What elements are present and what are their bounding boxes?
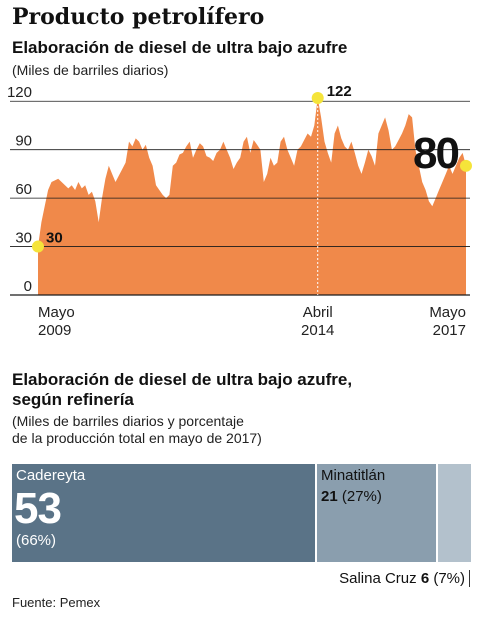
refinery-value: 53 bbox=[14, 484, 62, 533]
x-tick-label: 2014 bbox=[301, 322, 334, 339]
x-tick-label: Mayo bbox=[38, 304, 75, 321]
x-tick-label: 2009 bbox=[38, 322, 71, 339]
data-point-marker bbox=[311, 92, 324, 104]
chart2-title-line1: Elaboración de diesel de ultra bajo azuf… bbox=[12, 370, 353, 389]
y-tick-label: 90 bbox=[15, 133, 32, 150]
refinery-value: 6 bbox=[420, 570, 430, 587]
refinery-segment-cadereyta: Cadereyta 53 (66%) bbox=[12, 464, 315, 562]
refinery-value-percent: 21 (27%) bbox=[321, 488, 382, 505]
data-label: 122 bbox=[327, 84, 352, 100]
data-point-marker bbox=[460, 159, 472, 172]
chart1-title: Elaboración de diesel de ultra bajo azuf… bbox=[12, 38, 348, 57]
refinery-name: Salina Cruz bbox=[339, 570, 417, 587]
chart2-subtitle-line2: de la producción total en mayo de 2017) bbox=[12, 430, 262, 446]
main-title: Producto petrolífero bbox=[12, 4, 265, 30]
salina-cruz-label: Salina Cruz 6 (7%) bbox=[339, 570, 470, 587]
refinery-value: 21 bbox=[321, 488, 338, 505]
chart1-subtitle: (Miles de barriles diarios) bbox=[12, 62, 169, 78]
x-tick-label: Abril bbox=[303, 304, 333, 321]
refinery-segment-salina-cruz bbox=[438, 464, 471, 562]
x-tick-label: Mayo bbox=[429, 304, 466, 321]
chart2-title-line2: según refinería bbox=[12, 390, 134, 409]
y-tick-label: 120 bbox=[7, 84, 32, 101]
y-tick-label: 0 bbox=[24, 278, 32, 295]
y-tick-label: 30 bbox=[15, 230, 32, 247]
area-chart: 0306090120Mayo2009Abril2014Mayo201730122… bbox=[7, 84, 472, 339]
data-label: 30 bbox=[46, 230, 63, 247]
chart2-subtitle-line1: (Miles de barriles diarios y porcentaje bbox=[12, 413, 244, 429]
refinery-bar: Cadereyta 53 (66%) Minatitlán 21 (27%) bbox=[12, 464, 472, 564]
y-tick-label: 60 bbox=[15, 181, 32, 198]
data-label: 80 bbox=[413, 129, 458, 178]
refinery-segment-minatitlan: Minatitlán 21 (27%) bbox=[317, 464, 436, 562]
refinery-name: Cadereyta bbox=[16, 467, 86, 484]
x-tick-label: 2017 bbox=[433, 322, 466, 339]
refinery-name: Minatitlán bbox=[321, 467, 386, 484]
data-point-marker bbox=[32, 240, 44, 253]
area-series bbox=[38, 98, 466, 295]
refinery-percent: (7%) bbox=[433, 570, 465, 587]
source-note: Fuente: Pemex bbox=[12, 595, 101, 610]
refinery-percent: (66%) bbox=[16, 532, 57, 549]
refinery-percent: (27%) bbox=[341, 488, 382, 505]
